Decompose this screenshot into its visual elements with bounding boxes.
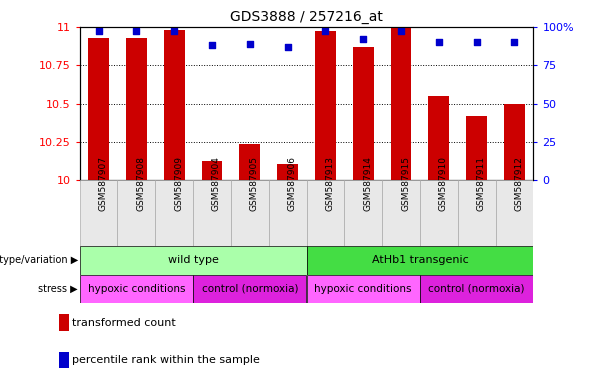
Text: GSM587914: GSM587914 (363, 156, 372, 211)
Text: control (normoxia): control (normoxia) (202, 284, 298, 294)
Point (472, 39, 482, 45)
Text: hypoxic conditions: hypoxic conditions (88, 284, 185, 294)
Text: wild type: wild type (168, 255, 218, 265)
Text: stress ▶: stress ▶ (39, 284, 78, 294)
Text: GSM587904: GSM587904 (212, 156, 221, 211)
Bar (495, 180, 533, 246)
Bar (458, 180, 495, 246)
Bar (277, 164, 298, 180)
Text: GSM587906: GSM587906 (287, 156, 297, 211)
Bar (202, 161, 223, 180)
Bar (80, 275, 193, 303)
Point (396, 28, 406, 35)
Bar (382, 180, 420, 246)
Bar (59, 353, 69, 369)
Point (358, 36, 368, 42)
Bar (306, 180, 345, 246)
Point (207, 42, 217, 48)
Text: percentile rank within the sample: percentile rank within the sample (72, 356, 260, 366)
Bar (231, 180, 268, 246)
Bar (118, 180, 155, 246)
Text: GSM587915: GSM587915 (401, 156, 410, 211)
Point (283, 44, 292, 50)
Text: genotype/variation ▶: genotype/variation ▶ (0, 255, 78, 265)
Text: transformed count: transformed count (72, 318, 176, 328)
Text: GSM587911: GSM587911 (477, 156, 485, 211)
Text: GSM587908: GSM587908 (136, 156, 145, 211)
Point (131, 28, 141, 35)
Text: GSM587912: GSM587912 (514, 156, 524, 211)
Point (321, 28, 330, 35)
Bar (59, 314, 69, 331)
Bar (193, 180, 231, 246)
Title: GDS3888 / 257216_at: GDS3888 / 257216_at (230, 10, 383, 25)
Text: hypoxic conditions: hypoxic conditions (314, 284, 412, 294)
Bar (504, 104, 525, 180)
Text: GSM587910: GSM587910 (439, 156, 448, 211)
Text: GSM587909: GSM587909 (174, 156, 183, 211)
Point (434, 39, 444, 45)
Bar (240, 144, 260, 180)
Bar (306, 275, 420, 303)
Bar (155, 180, 193, 246)
Text: control (normoxia): control (normoxia) (428, 284, 525, 294)
Bar (345, 180, 382, 246)
Bar (466, 116, 487, 180)
Bar (420, 180, 458, 246)
Bar (315, 31, 336, 180)
Text: GSM587913: GSM587913 (326, 156, 335, 211)
Bar (420, 275, 533, 303)
Bar (390, 28, 411, 180)
Bar (80, 246, 306, 275)
Point (245, 41, 255, 47)
Text: GSM587907: GSM587907 (99, 156, 108, 211)
Bar (80, 180, 118, 246)
Point (509, 39, 519, 45)
Point (169, 28, 179, 35)
Point (94, 28, 104, 35)
Bar (428, 96, 449, 180)
Bar (164, 30, 185, 180)
Bar (268, 180, 306, 246)
Text: AtHb1 transgenic: AtHb1 transgenic (371, 255, 468, 265)
Bar (193, 275, 306, 303)
Bar (306, 246, 533, 275)
Bar (126, 38, 147, 180)
Bar (88, 38, 109, 180)
Bar (353, 47, 373, 180)
Text: GSM587905: GSM587905 (250, 156, 259, 211)
